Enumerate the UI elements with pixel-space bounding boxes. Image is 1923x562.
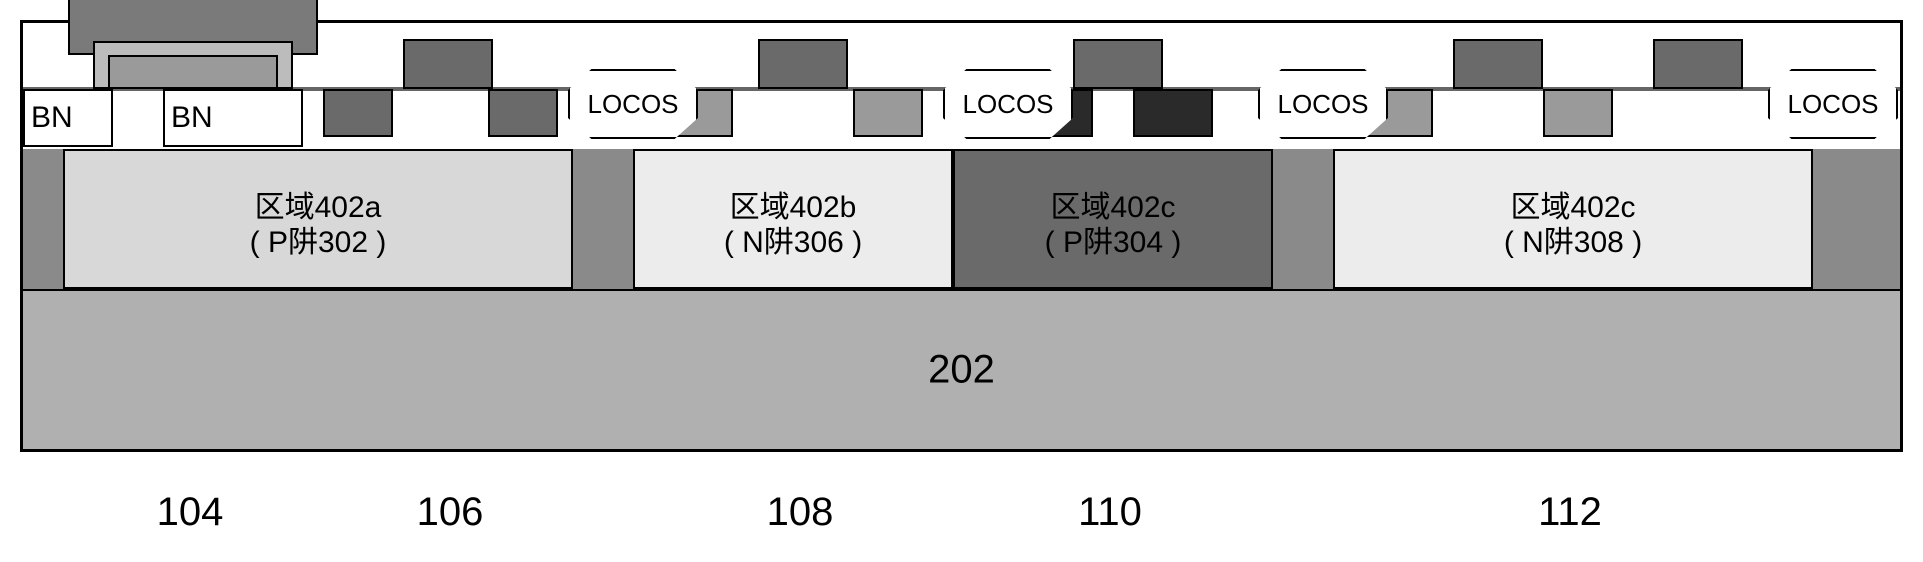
- well-label-line1: 区域402b: [724, 191, 862, 226]
- well-row: 区域402a( P阱302 )区域402b( N阱306 )区域402c( P阱…: [23, 149, 1900, 289]
- diffusion-region-5: [1133, 89, 1213, 137]
- diffusion-region-3: [853, 89, 923, 137]
- well-region-gap-ab: [573, 149, 633, 289]
- well-label-line2: ( P阱302 ): [250, 226, 387, 261]
- gate-block-0: [403, 39, 493, 89]
- well-label-line1: 区域402c: [1045, 191, 1182, 226]
- bottom-ref-110: 110: [1078, 490, 1142, 535]
- well-label-line1: 区域402a: [250, 191, 387, 226]
- bottom-ref-104: 104: [157, 490, 224, 535]
- well-label: 区域402c( P阱304 ): [1045, 191, 1182, 260]
- semiconductor-cross-section: 202 区域402a( P阱302 ) 区域402b( N阱306 ) 区域402c…: [20, 20, 1903, 542]
- well-label-line1: 区域402c: [1504, 191, 1642, 226]
- flash-stack-inner: [108, 55, 278, 89]
- bn-region-1: BN: [163, 89, 303, 147]
- bottom-ref-108: 108: [767, 490, 834, 535]
- well-label: 区域402c( N阱308 ): [1504, 191, 1642, 260]
- well-region-well-d: 区域402c( N阱308 ): [1333, 149, 1813, 289]
- diffusion-region-1: [488, 89, 558, 137]
- bottom-ref-112: 112: [1538, 490, 1602, 535]
- well-label-line2: ( N阱306 ): [724, 226, 862, 261]
- well-region-gap-cd: [1273, 149, 1333, 289]
- well-label: 区域402a( P阱302 ): [250, 191, 387, 260]
- top-blocks-row: [23, 17, 1900, 89]
- well-region-edge-left: [23, 149, 63, 289]
- well-region-well-a: 区域402a( P阱302 ): [63, 149, 573, 289]
- well-region-well-b: 区域402b( N阱306 ): [633, 149, 953, 289]
- substrate-202: 202: [23, 289, 1900, 449]
- substrate-label: 202: [928, 348, 995, 393]
- bn-region-0: BN: [23, 89, 113, 147]
- well-label: 区域402b( N阱306 ): [724, 191, 862, 260]
- cross-section-frame: 202 区域402a( P阱302 ) 区域402b( N阱306 ) 区域402c…: [20, 20, 1903, 452]
- well-region-well-c: 区域402c( P阱304 ): [953, 149, 1273, 289]
- upper-row: BNBNLOCOSLOCOSLOCOSLOCOS: [23, 89, 1900, 149]
- gate-block-1: [758, 39, 848, 89]
- gate-block-4: [1653, 39, 1743, 89]
- diffusion-region-0: [323, 89, 393, 137]
- bottom-ref-106: 106: [417, 490, 484, 535]
- gate-block-2: [1073, 39, 1163, 89]
- well-label-line2: ( N阱308 ): [1504, 226, 1642, 261]
- gate-block-3: [1453, 39, 1543, 89]
- diffusion-region-7: [1543, 89, 1613, 137]
- bottom-label-row: 104 106 108 110 112: [20, 472, 1903, 542]
- well-label-line2: ( P阱304 ): [1045, 226, 1182, 261]
- well-region-edge-right: [1813, 149, 1900, 289]
